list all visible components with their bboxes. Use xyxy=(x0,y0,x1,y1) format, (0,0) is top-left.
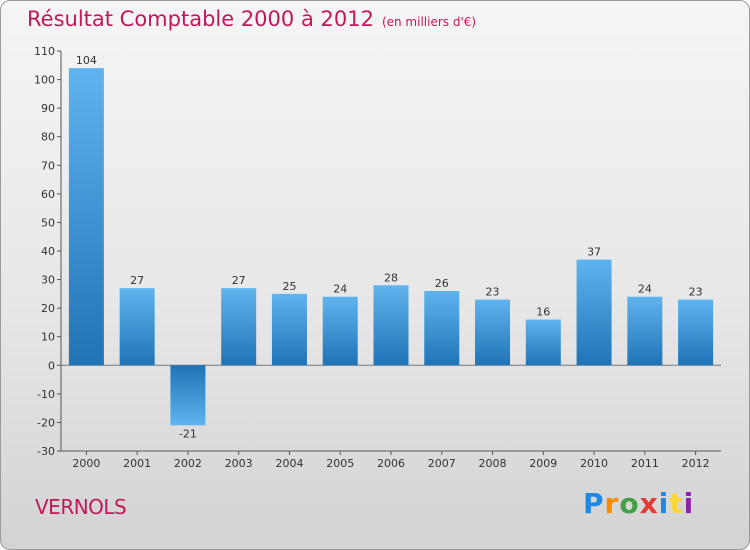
data-label-2004: 25 xyxy=(282,280,296,293)
bar-2007 xyxy=(424,291,460,366)
y-tick-label: 10 xyxy=(41,331,55,344)
axes: -30 -20 -10 0 10 20 30 40 50 60 70 80 90 100 110 2000 20… xyxy=(34,45,721,470)
x-tick-label: 2001 xyxy=(123,457,151,470)
y-tick-label: 20 xyxy=(41,302,55,315)
y-tick-label: 80 xyxy=(41,131,55,144)
x-tick-label: 2011 xyxy=(631,457,659,470)
bar-2004 xyxy=(271,293,307,366)
data-label-2012: 23 xyxy=(689,286,703,299)
y-tick-label: 50 xyxy=(41,216,55,229)
brand-letter: P xyxy=(583,487,605,520)
chart-title-text: Résultat Comptable 2000 à 2012 xyxy=(27,7,374,31)
data-label-2007: 26 xyxy=(435,277,449,290)
x-tick-label: 2005 xyxy=(326,457,354,470)
bar-2008 xyxy=(475,299,511,366)
y-tick-label: 60 xyxy=(41,188,55,201)
bar-2001 xyxy=(119,288,155,366)
x-tick-label: 2000 xyxy=(72,457,100,470)
data-label-2001: 27 xyxy=(130,274,144,287)
chart-subtitle: (en milliers d'€) xyxy=(381,15,477,29)
chart-title: Résultat Comptable 2000 à 2012 (en millie… xyxy=(27,7,476,31)
y-tick-label: 90 xyxy=(41,102,55,115)
x-tick-label: 2007 xyxy=(428,457,456,470)
y-tick-label: -10 xyxy=(37,388,55,401)
bar-2009 xyxy=(525,319,561,366)
x-tick-label: 2002 xyxy=(174,457,202,470)
data-label-2006: 28 xyxy=(384,271,398,284)
bar-2002 xyxy=(170,365,206,426)
y-tick-label: 110 xyxy=(34,45,55,58)
y-tick-label: 100 xyxy=(34,74,55,87)
x-tick-label: 2012 xyxy=(682,457,710,470)
place-name: VERNOLS xyxy=(35,495,127,519)
data-label-2003: 27 xyxy=(232,274,246,287)
bar-2010 xyxy=(576,259,612,366)
x-tick-label: 2009 xyxy=(529,457,557,470)
brand-letter: r xyxy=(604,487,620,520)
x-tick-label: 2006 xyxy=(377,457,405,470)
proxiti-logo: Proxiti xyxy=(583,487,694,520)
x-tick-label: 2010 xyxy=(580,457,608,470)
data-label-2011: 24 xyxy=(638,283,652,296)
brand-letter: t xyxy=(669,487,684,520)
x-tick-label: 2008 xyxy=(479,457,507,470)
x-tick-label: 2004 xyxy=(275,457,303,470)
bar-2003 xyxy=(221,288,257,366)
y-tick-label: -30 xyxy=(37,445,55,458)
data-labels: 104 27 -21 27 25 24 28 26 23 16 37 24 23 xyxy=(76,54,703,440)
data-label-2002: -21 xyxy=(179,427,197,440)
brand-letter: i xyxy=(683,487,695,520)
data-label-2005: 24 xyxy=(333,283,347,296)
y-tick-label: 30 xyxy=(41,274,55,287)
y-tick-label: -20 xyxy=(37,416,55,429)
y-tick-label: 0 xyxy=(48,359,55,372)
x-tick-label: 2003 xyxy=(225,457,253,470)
brand-letter: o xyxy=(619,487,640,520)
bar-2005 xyxy=(322,296,358,366)
bar-2006 xyxy=(373,285,409,366)
data-label-2009: 16 xyxy=(536,306,550,319)
y-tick-label: 40 xyxy=(41,245,55,258)
bars xyxy=(68,68,714,426)
brand-letter: x xyxy=(639,487,659,520)
bar-2011 xyxy=(627,296,663,366)
brand-letter: i xyxy=(658,487,670,520)
data-label-2008: 23 xyxy=(486,286,500,299)
bar-2012 xyxy=(678,299,714,366)
data-label-2010: 37 xyxy=(587,246,601,259)
y-tick-label: 70 xyxy=(41,159,55,172)
bar-2000 xyxy=(68,68,104,366)
data-label-2000: 104 xyxy=(76,54,97,67)
